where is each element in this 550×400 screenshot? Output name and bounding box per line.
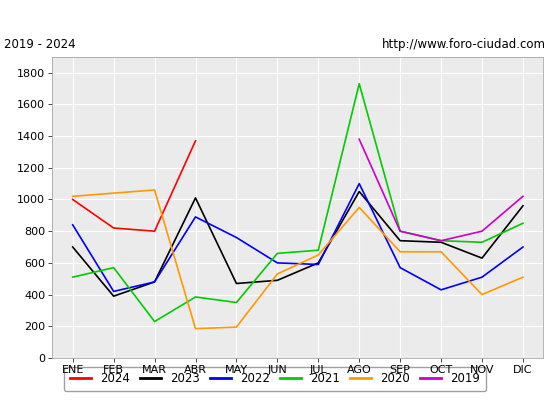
- Text: http://www.foro-ciudad.com: http://www.foro-ciudad.com: [382, 38, 546, 51]
- Text: Evolucion Nº Turistas Nacionales en el municipio de Calañas: Evolucion Nº Turistas Nacionales en el m…: [45, 9, 505, 24]
- Legend: 2024, 2023, 2022, 2021, 2020, 2019: 2024, 2023, 2022, 2021, 2020, 2019: [64, 366, 486, 392]
- Text: 2019 - 2024: 2019 - 2024: [4, 38, 76, 51]
